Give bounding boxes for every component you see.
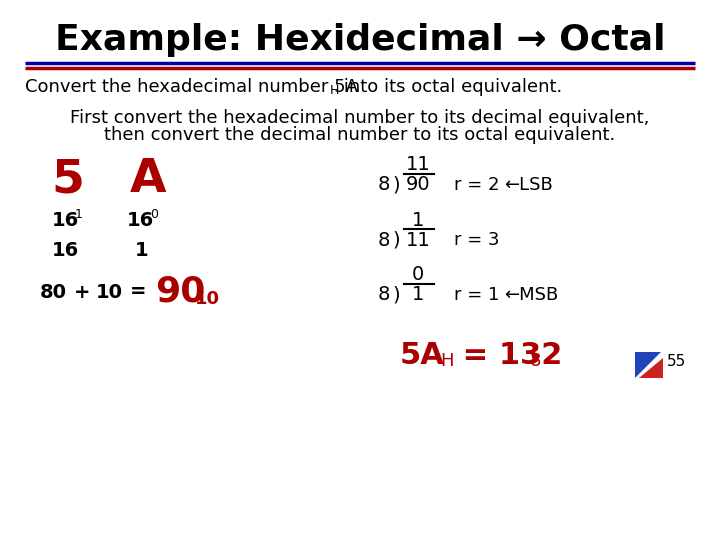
Text: 1: 1	[135, 240, 148, 260]
Text: ←LSB: ←LSB	[504, 176, 553, 194]
Text: 1: 1	[412, 211, 424, 229]
Text: ): )	[392, 176, 400, 194]
Text: 10: 10	[195, 290, 220, 308]
Text: 5: 5	[52, 158, 84, 202]
Text: Convert the hexadecimal number 5A: Convert the hexadecimal number 5A	[25, 78, 358, 96]
Text: ): )	[392, 231, 400, 249]
Text: 8: 8	[377, 231, 390, 249]
Text: r = 1: r = 1	[454, 286, 500, 304]
Text: 5A: 5A	[400, 341, 445, 369]
Text: 0: 0	[150, 207, 158, 220]
Text: 8: 8	[377, 176, 390, 194]
Text: 8: 8	[530, 352, 541, 370]
Text: =: =	[130, 282, 146, 301]
Text: 11: 11	[405, 231, 431, 249]
Text: H: H	[440, 352, 454, 370]
Text: First convert the hexadecimal number to its decimal equivalent,: First convert the hexadecimal number to …	[71, 109, 649, 127]
Polygon shape	[635, 352, 661, 378]
Text: = 132: = 132	[452, 341, 562, 369]
Text: into its octal equivalent.: into its octal equivalent.	[338, 78, 562, 96]
Text: 16: 16	[127, 211, 154, 229]
Text: 16: 16	[52, 211, 79, 229]
Text: ): )	[392, 286, 400, 305]
Text: 10: 10	[96, 282, 123, 301]
Text: r = 3: r = 3	[454, 231, 500, 249]
Text: 16: 16	[52, 240, 79, 260]
Text: 55: 55	[667, 354, 686, 369]
Text: 80: 80	[40, 282, 67, 301]
Text: A: A	[130, 158, 166, 202]
Text: r = 2: r = 2	[454, 176, 500, 194]
Text: then convert the decimal number to its octal equivalent.: then convert the decimal number to its o…	[104, 126, 616, 144]
Text: 90: 90	[155, 275, 205, 309]
Text: 0: 0	[412, 266, 424, 285]
Text: 11: 11	[405, 156, 431, 174]
Text: 1: 1	[75, 207, 83, 220]
Text: H: H	[330, 84, 339, 97]
Text: ←MSB: ←MSB	[504, 286, 558, 304]
Text: 90: 90	[405, 176, 431, 194]
Text: 1: 1	[412, 286, 424, 305]
Text: +: +	[74, 282, 91, 301]
Polygon shape	[639, 358, 663, 378]
Text: 8: 8	[377, 286, 390, 305]
Text: Example: Hexidecimal → Octal: Example: Hexidecimal → Octal	[55, 23, 665, 57]
